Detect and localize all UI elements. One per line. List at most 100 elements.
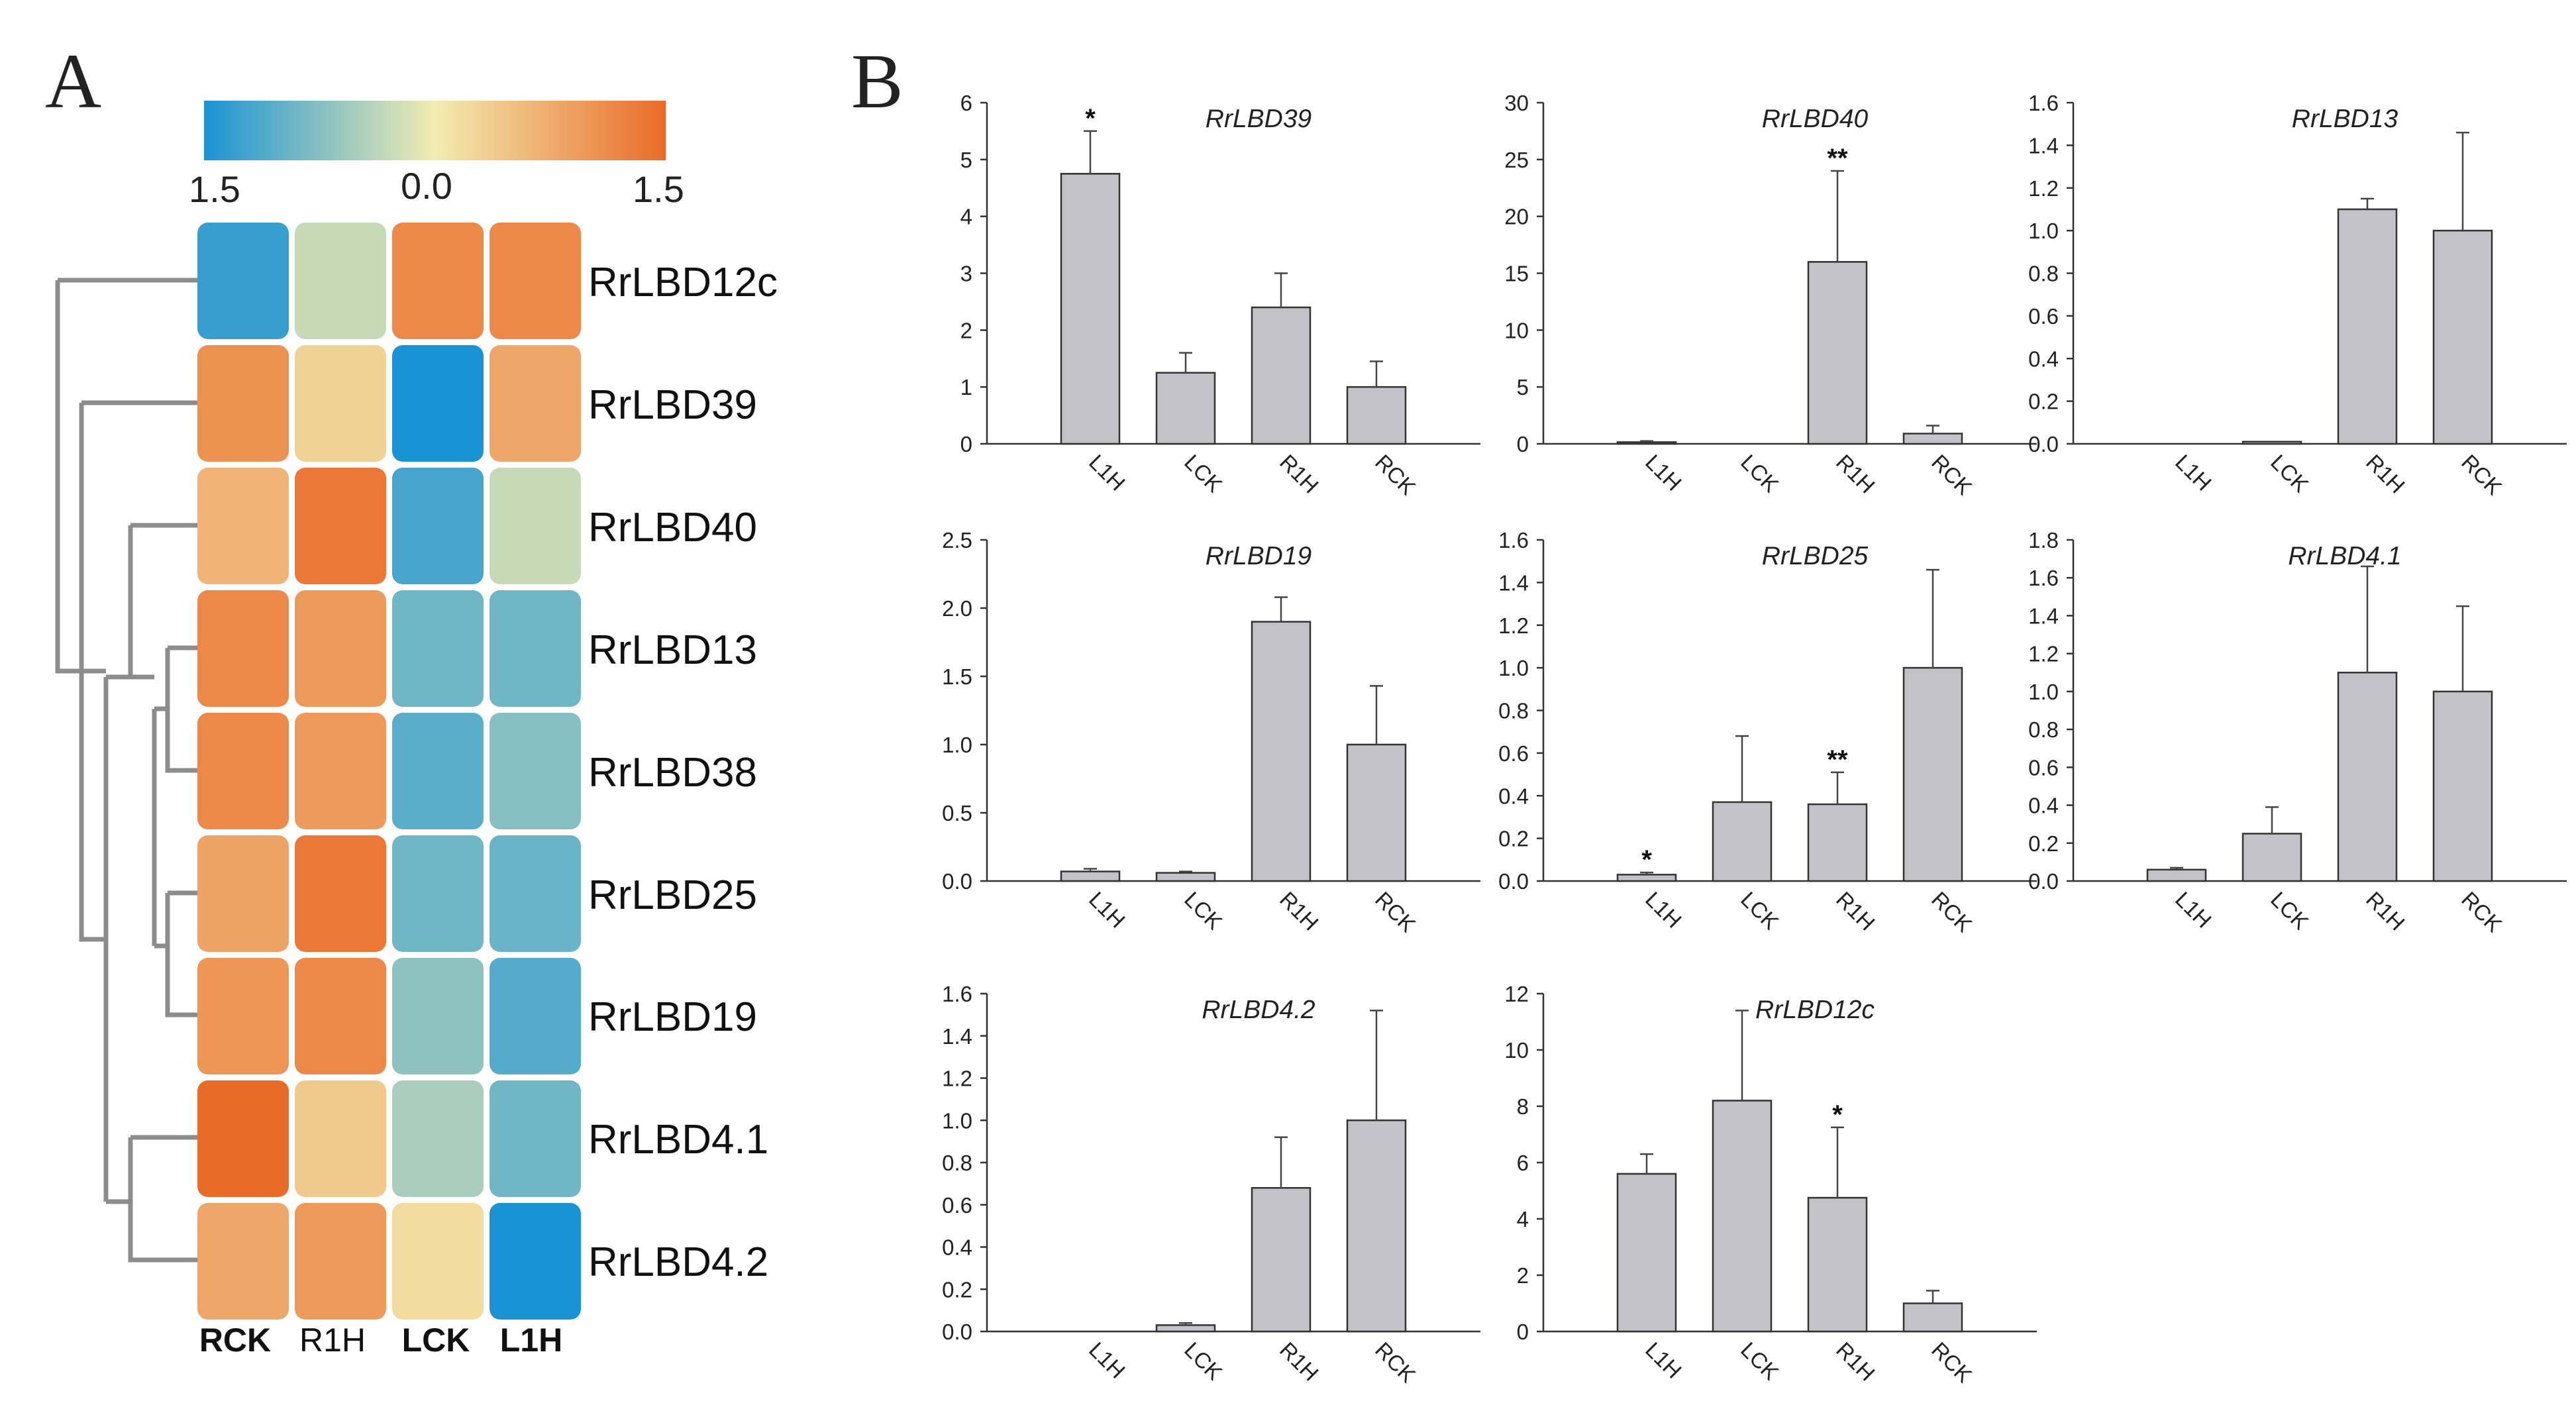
- y-tick-label: 0.8: [942, 1151, 972, 1175]
- x-tick-label: RCK: [1927, 450, 1977, 499]
- bar: [1616, 441, 1677, 445]
- panel-letter-a: A: [45, 38, 101, 125]
- y-tick-label: 0.0: [942, 1320, 972, 1344]
- heatmap-cell: [392, 1080, 484, 1197]
- y-tick-label: 1.0: [2028, 680, 2059, 704]
- heatmap-cell: [489, 1080, 581, 1197]
- bar: [1807, 261, 1868, 445]
- heatmap-cell: [295, 835, 386, 952]
- heatmap-column-labels: RCK R1H LCK L1H: [199, 1322, 562, 1359]
- y-tick-label: 1.2: [2028, 176, 2059, 201]
- bar: [1346, 743, 1407, 882]
- x-tick-label: L1H: [1641, 450, 1686, 495]
- y-tick-label: 30: [1504, 91, 1529, 115]
- bar: [1346, 386, 1407, 445]
- bar: [1060, 173, 1121, 445]
- x-tick-label: L1H: [1641, 887, 1686, 933]
- x-tick-label: L1H: [1084, 887, 1130, 933]
- heatmap-cell: [197, 1080, 289, 1197]
- y-tick-label: 0.8: [2028, 717, 2059, 742]
- x-tick-label: R1H: [1831, 450, 1880, 498]
- y-tick-label: 1.0: [1498, 656, 1529, 680]
- color-scale-bar: [204, 101, 666, 160]
- heatmap-col-label: RCK: [199, 1322, 271, 1359]
- bar: [1346, 1119, 1407, 1333]
- heatmap-cell: [392, 958, 484, 1074]
- y-tick-label: 0.6: [2028, 755, 2059, 780]
- y-tick-label: 1.6: [1498, 528, 1529, 552]
- y-tick-label: 0.0: [942, 869, 972, 894]
- heatmap-cell: [392, 468, 484, 584]
- x-tick-label: RCK: [2457, 887, 2506, 937]
- significance-marker: **: [1827, 144, 1848, 173]
- heatmap-row-label: RrLBD19: [588, 994, 757, 1040]
- significance-marker: **: [1827, 745, 1848, 774]
- heatmap-col-label: R1H: [299, 1322, 366, 1359]
- chart-title: RrLBD39: [1206, 105, 1312, 133]
- y-tick-label: 10: [1504, 318, 1529, 342]
- y-tick-label: 2.0: [942, 596, 972, 621]
- panel-letter-b: B: [851, 38, 903, 125]
- x-tick-label: RCK: [2457, 450, 2506, 499]
- bar: [1807, 803, 1868, 882]
- heatmap-row-label: RrLBD38: [588, 750, 757, 796]
- y-tick-label: 2: [960, 318, 972, 342]
- y-tick-label: 8: [1517, 1094, 1529, 1119]
- x-tick-label: L1H: [2171, 450, 2216, 495]
- x-tick-label: R1H: [2361, 450, 2410, 498]
- x-tick-label: L1H: [1084, 450, 1130, 495]
- heatmap-cell: [197, 345, 289, 462]
- x-tick-label: LCK: [1180, 887, 1227, 935]
- x-tick-label: R1H: [1275, 450, 1323, 498]
- bar: [2337, 672, 2398, 882]
- x-tick-label: R1H: [1275, 887, 1323, 935]
- heatmap-cell: [392, 590, 484, 707]
- y-tick-label: 0.4: [2028, 346, 2059, 371]
- y-tick-label: 1: [960, 375, 972, 399]
- x-tick-label: R1H: [1831, 1337, 1880, 1386]
- y-tick-label: 15: [1504, 262, 1529, 286]
- x-tick-label: LCK: [2266, 887, 2314, 935]
- heatmap-cell: [489, 345, 581, 462]
- x-tick-label: LCK: [1180, 450, 1227, 497]
- y-tick-label: 0.2: [1498, 827, 1529, 851]
- y-tick-label: 12: [1504, 982, 1529, 1006]
- x-tick-label: RCK: [1370, 1337, 1420, 1387]
- chart-title: RrLBD25: [1762, 542, 1869, 570]
- heatmap-cell: [295, 713, 386, 829]
- heatmap-cell: [295, 345, 386, 462]
- y-tick-label: 6: [960, 91, 972, 115]
- heatmap-col-label: L1H: [500, 1322, 562, 1359]
- heatmap-cell: [197, 835, 289, 952]
- y-tick-label: 5: [960, 148, 972, 172]
- bar: [2146, 868, 2207, 882]
- x-tick-label: RCK: [1927, 887, 1977, 937]
- y-tick-label: 0.2: [2028, 831, 2059, 856]
- bar: [2432, 229, 2493, 445]
- bar-chart: RrLBD40 0 5 10 15 20 25 30 L1H LCK ** R1H RCK: [1504, 91, 2037, 499]
- x-tick-label: R1H: [2361, 887, 2410, 935]
- y-tick-label: 25: [1504, 148, 1529, 172]
- heatmap-cell: [392, 1203, 484, 1320]
- chart-title: RrLBD40: [1762, 105, 1869, 133]
- chart-title: RrLBD4.1: [2288, 542, 2401, 570]
- bar: [1616, 874, 1677, 882]
- heatmap-row-label: RrLBD39: [588, 382, 757, 428]
- y-tick-label: 5: [1517, 375, 1529, 399]
- heatmap-cell: [197, 468, 289, 584]
- heatmap-cell: [295, 223, 386, 339]
- x-tick-label: RCK: [1370, 887, 1420, 937]
- y-tick-label: 0.2: [2028, 390, 2059, 414]
- y-tick-label: 0.0: [2028, 869, 2059, 894]
- y-tick-label: 1.2: [942, 1067, 972, 1091]
- y-tick-label: 0.0: [2028, 432, 2059, 456]
- x-tick-label: R1H: [1275, 1337, 1323, 1386]
- bar: [1251, 306, 1312, 445]
- heatmap-panel: A 1.5 0.0 1.5 RrLBD12c: [45, 38, 778, 1359]
- y-tick-label: 4: [960, 205, 972, 229]
- y-tick-label: 0.4: [1498, 784, 1529, 808]
- heatmap-grid: [197, 223, 581, 1320]
- y-tick-label: 1.5: [942, 664, 972, 689]
- y-tick-label: 1.4: [1498, 570, 1529, 595]
